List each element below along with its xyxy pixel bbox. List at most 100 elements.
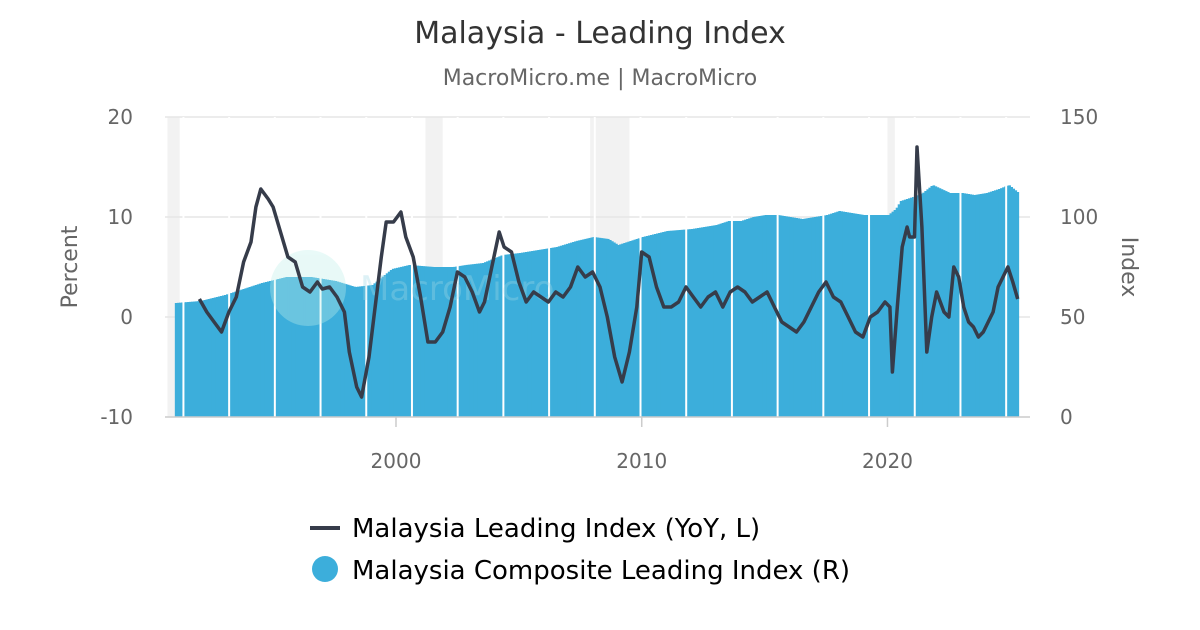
index-bar <box>389 270 393 417</box>
right-tick-label: 150 <box>1060 105 1098 129</box>
index-bar <box>856 214 860 417</box>
index-bar <box>744 219 747 417</box>
index-bar <box>918 194 921 417</box>
index-bar <box>576 240 579 417</box>
index-bar <box>692 228 696 417</box>
index-bar <box>615 243 618 417</box>
index-bar <box>785 216 788 417</box>
index-bar <box>471 264 475 417</box>
index-bar <box>512 253 516 417</box>
index-bar <box>551 247 555 417</box>
index-bar <box>359 286 362 417</box>
index-bar <box>326 279 330 417</box>
index-bar <box>586 238 590 417</box>
index-bar <box>787 216 790 417</box>
index-bar <box>768 215 772 417</box>
index-bar <box>688 229 692 417</box>
index-bar <box>772 215 776 417</box>
index-bar <box>189 301 192 417</box>
index-bar <box>303 277 307 417</box>
index-bar <box>817 216 821 417</box>
index-bar <box>780 215 784 417</box>
index-bar <box>242 289 246 417</box>
index-bar <box>836 211 839 417</box>
index-bar <box>461 265 465 417</box>
index-bar <box>793 217 796 417</box>
index-bar <box>811 217 815 417</box>
index-bar <box>568 243 571 417</box>
index-bar <box>352 286 356 417</box>
left-tick-label: 20 <box>108 105 133 129</box>
index-bar <box>414 265 418 417</box>
index-bar <box>717 224 721 417</box>
index-bar <box>238 290 241 417</box>
index-bar <box>838 211 841 417</box>
index-bar <box>723 222 727 417</box>
index-bar <box>522 252 526 417</box>
right-axis-ticks: 150 100 50 0 <box>1060 105 1098 429</box>
index-bar <box>420 266 424 417</box>
index-bar <box>334 281 338 417</box>
index-bar <box>893 210 897 417</box>
index-bar <box>264 282 268 417</box>
index-bar <box>404 265 407 417</box>
index-bar <box>557 246 561 417</box>
index-bar <box>400 266 403 417</box>
index-bar <box>418 265 422 417</box>
index-bar <box>262 282 266 417</box>
index-bar <box>705 226 708 417</box>
index-bar <box>451 267 454 417</box>
left-axis-ticks: 20 10 0 -10 <box>100 105 133 429</box>
legend-item-composite[interactable]: Malaysia Composite Leading Index (R) <box>312 556 850 586</box>
index-bar <box>733 221 737 417</box>
index-bar <box>619 244 622 417</box>
index-bar <box>344 284 348 417</box>
index-bar <box>215 297 219 417</box>
index-bar <box>701 227 704 417</box>
index-bar <box>441 267 444 417</box>
index-bar <box>217 296 221 417</box>
index-bar <box>746 219 749 417</box>
index-bar <box>201 300 205 417</box>
index-bar <box>715 225 719 417</box>
index-bar <box>611 241 614 417</box>
index-bar <box>760 215 764 417</box>
index-bar <box>350 286 354 417</box>
legend-label-composite: Malaysia Composite Leading Index (R) <box>352 556 850 586</box>
index-bar <box>473 263 477 417</box>
index-bar <box>1006 185 1009 417</box>
index-bar <box>809 217 813 417</box>
index-bar <box>213 297 217 417</box>
legend-item-yoy[interactable]: Malaysia Leading Index (YoY, L) <box>310 514 760 544</box>
index-bar <box>656 233 659 417</box>
index-bar <box>596 237 600 417</box>
index-bar <box>627 241 631 417</box>
index-bar <box>830 213 833 417</box>
index-bar <box>357 286 360 417</box>
index-bar <box>950 193 954 417</box>
index-bar <box>658 233 661 417</box>
index-bar <box>762 215 766 417</box>
index-bar <box>766 215 770 417</box>
index-bar <box>553 247 557 417</box>
index-bar <box>250 286 254 417</box>
index-bar <box>318 278 321 417</box>
index-bar <box>459 265 463 417</box>
right-tick-label: 0 <box>1060 405 1073 429</box>
index-bar <box>797 218 801 417</box>
index-bar <box>559 245 563 417</box>
index-bar <box>680 229 684 417</box>
index-bar <box>185 302 188 417</box>
index-bar <box>463 265 467 417</box>
index-bar <box>322 279 325 417</box>
legend-label-yoy: Malaysia Leading Index (YoY, L) <box>352 514 760 544</box>
index-bar <box>725 221 729 417</box>
index-bar <box>416 265 420 417</box>
index-bar <box>330 280 334 417</box>
index-bar <box>469 264 473 417</box>
index-bar <box>799 218 803 417</box>
index-bar <box>312 277 315 417</box>
index-bar <box>996 189 999 417</box>
index-bar <box>283 277 287 417</box>
index-bar <box>912 197 915 417</box>
